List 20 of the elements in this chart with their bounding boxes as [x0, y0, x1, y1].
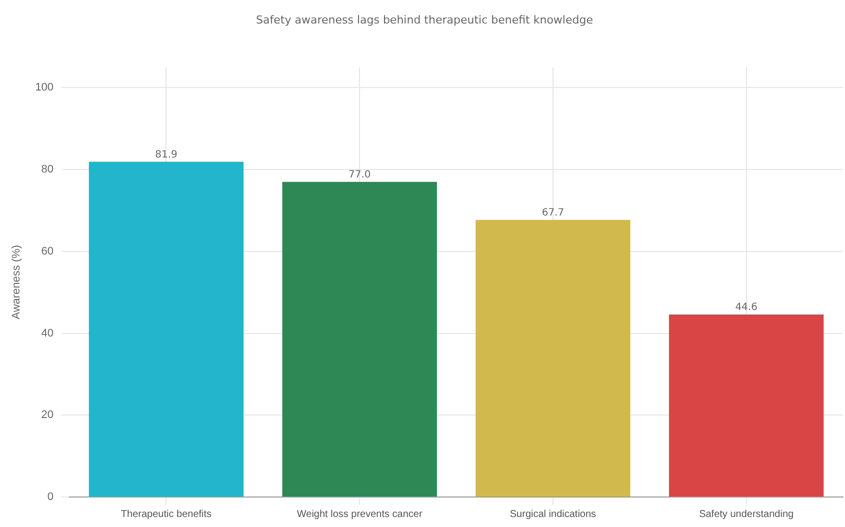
data-label: 81.9 — [155, 149, 178, 160]
bar — [476, 220, 630, 496]
bar — [282, 182, 437, 496]
data-label: 67.7 — [542, 207, 564, 218]
x-tick-label: Therapeutic benefits — [120, 508, 212, 520]
y-tick-label: 80 — [41, 164, 54, 176]
y-axis-title: Awareness (%) — [10, 244, 23, 320]
y-tick-label: 60 — [41, 245, 54, 258]
bar — [668, 314, 824, 496]
x-tick-label: Weight loss prevents cancer — [296, 508, 423, 520]
y-tick-label: 20 — [41, 409, 54, 422]
data-label: 77.0 — [348, 169, 371, 180]
y-tick-label: 40 — [41, 327, 54, 340]
bar — [88, 162, 244, 496]
data-label: 44.6 — [735, 302, 758, 314]
y-tick-label: 100 — [35, 82, 54, 94]
y-tick-label: 0 — [47, 491, 54, 504]
chart-subtitle: Safety awareness lags behind therapeutic benefit knowledge — [256, 13, 594, 26]
x-tick-label: Safety understanding — [699, 508, 794, 520]
x-tick-label: Surgical indications — [510, 508, 596, 520]
